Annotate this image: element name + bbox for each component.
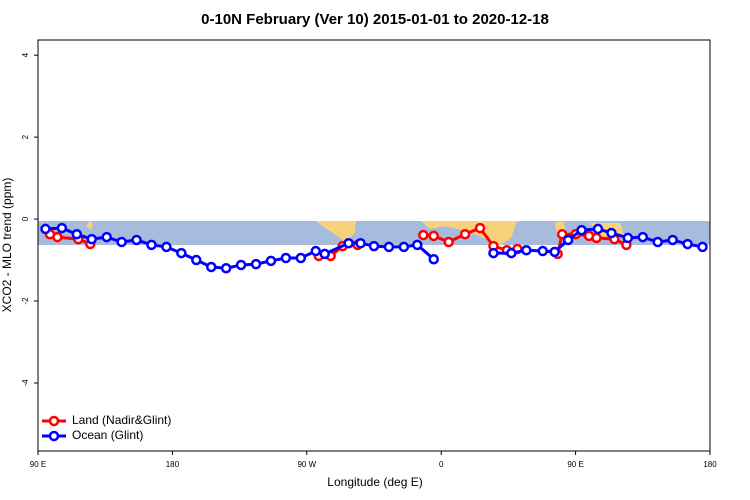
data-point (343, 237, 354, 249)
plot-frame (37, 39, 711, 452)
data-point (265, 255, 277, 267)
data-point (131, 234, 142, 246)
x-tick-label: 90 E (30, 460, 46, 469)
x-tick-label: 180 (703, 460, 717, 469)
x-axis-label: Longitude (deg E) (327, 475, 422, 489)
land-shape (316, 221, 356, 244)
data-point (521, 244, 532, 256)
data-point (591, 232, 602, 244)
data-point (40, 223, 51, 235)
data-point (220, 262, 232, 274)
y-axis-label: XCO2 - MLO trend (ppm) (0, 178, 14, 313)
y-tick-label: 4 (21, 52, 30, 57)
legend-marker (48, 415, 60, 427)
data-point (235, 259, 247, 271)
data-point (191, 254, 202, 266)
x-tick-label: 90 W (297, 460, 316, 469)
data-point (606, 227, 617, 239)
data-point (101, 231, 112, 243)
data-point (637, 231, 649, 243)
data-point (443, 236, 454, 248)
x-tick-label: 180 (166, 460, 180, 469)
y-tick-label: 0 (21, 216, 30, 221)
data-point (176, 247, 187, 259)
data-point (474, 222, 486, 234)
data-point (576, 224, 587, 236)
data-point (116, 236, 127, 248)
data-point (556, 228, 568, 240)
x-tick-label: 90 E (567, 460, 583, 469)
data-point (488, 247, 499, 259)
data-point (412, 239, 423, 251)
data-point (205, 261, 217, 273)
y-tick-label: 2 (21, 134, 30, 139)
data-point (86, 233, 98, 245)
legend-label: Ocean (Glint) (72, 428, 143, 442)
data-point (592, 223, 604, 235)
data-point (146, 239, 157, 251)
data-point (250, 258, 262, 270)
land-shape (86, 221, 93, 230)
series-line (49, 226, 628, 258)
data-point (161, 241, 172, 253)
data-point (549, 246, 560, 258)
data-point (562, 234, 574, 246)
data-point (310, 245, 322, 257)
y-tick-label: -2 (21, 297, 30, 305)
data-point (697, 241, 708, 253)
data-point (71, 228, 83, 240)
data-point (383, 241, 395, 253)
y-tick-label: -4 (21, 379, 30, 387)
data-point (428, 230, 439, 242)
data-point (537, 245, 548, 257)
legend-label: Land (Nadir&Glint) (72, 413, 171, 427)
data-point (355, 237, 366, 249)
data-point (319, 248, 330, 260)
data-point (368, 240, 380, 252)
data-point (52, 231, 63, 243)
data-point (667, 234, 678, 246)
data-point (428, 253, 439, 265)
data-point (280, 252, 292, 264)
data-point (56, 222, 68, 234)
x-tick-label: 0 (439, 460, 444, 469)
chart-title: 0-10N February (Ver 10) 2015-01-01 to 20… (201, 11, 549, 28)
data-point (459, 228, 471, 240)
data-point (506, 247, 517, 259)
data-point (652, 236, 663, 248)
land-shape (421, 221, 517, 245)
data-point (398, 241, 410, 253)
data-point (295, 252, 307, 264)
legend-marker (48, 430, 60, 442)
data-point (622, 232, 634, 244)
data-point (682, 238, 693, 250)
data-point (418, 229, 429, 241)
